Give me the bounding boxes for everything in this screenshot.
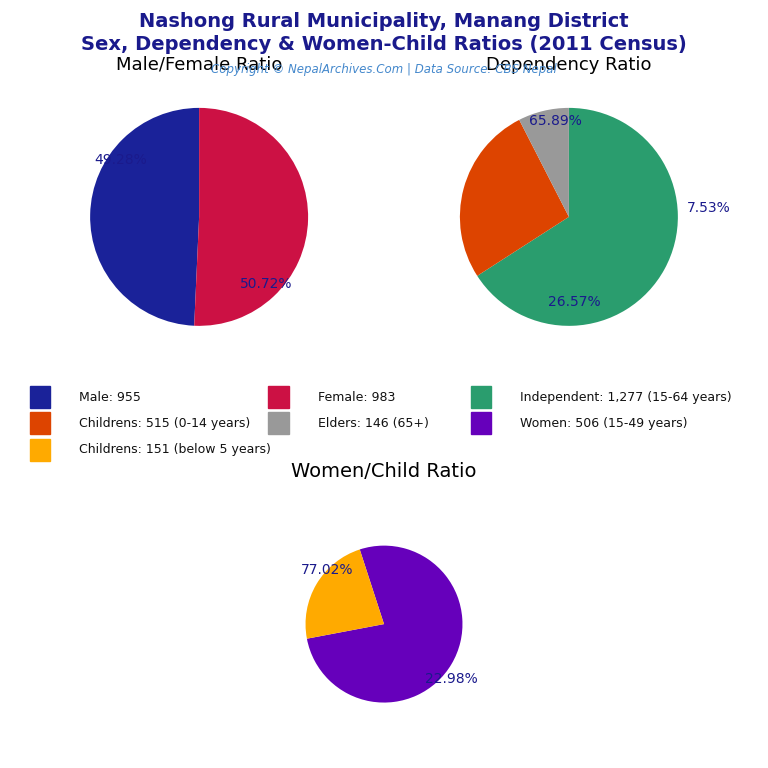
FancyBboxPatch shape bbox=[471, 412, 491, 435]
Wedge shape bbox=[477, 108, 678, 326]
Text: Sex, Dependency & Women-Child Ratios (2011 Census): Sex, Dependency & Women-Child Ratios (20… bbox=[81, 35, 687, 54]
Wedge shape bbox=[519, 108, 569, 217]
Text: 77.02%: 77.02% bbox=[301, 563, 353, 577]
Text: Copyright © NepalArchives.Com | Data Source: CBS Nepal: Copyright © NepalArchives.Com | Data Sou… bbox=[211, 63, 557, 76]
Text: 26.57%: 26.57% bbox=[548, 295, 601, 309]
FancyBboxPatch shape bbox=[30, 386, 51, 408]
Wedge shape bbox=[306, 549, 384, 639]
Title: Male/Female Ratio: Male/Female Ratio bbox=[116, 55, 283, 74]
Text: Childrens: 151 (below 5 years): Childrens: 151 (below 5 years) bbox=[79, 443, 271, 456]
Title: Women/Child Ratio: Women/Child Ratio bbox=[291, 462, 477, 481]
FancyBboxPatch shape bbox=[471, 386, 491, 408]
FancyBboxPatch shape bbox=[30, 439, 51, 461]
FancyBboxPatch shape bbox=[30, 412, 51, 435]
Wedge shape bbox=[90, 108, 199, 326]
FancyBboxPatch shape bbox=[269, 412, 289, 435]
Text: Nashong Rural Municipality, Manang District: Nashong Rural Municipality, Manang Distr… bbox=[139, 12, 629, 31]
Title: Dependency Ratio: Dependency Ratio bbox=[486, 55, 651, 74]
Text: Male: 955: Male: 955 bbox=[79, 391, 141, 404]
Wedge shape bbox=[460, 120, 569, 276]
FancyBboxPatch shape bbox=[269, 386, 289, 408]
Text: 22.98%: 22.98% bbox=[425, 671, 478, 686]
Text: 49.28%: 49.28% bbox=[94, 153, 147, 167]
Text: 50.72%: 50.72% bbox=[240, 277, 293, 291]
Text: Female: 983: Female: 983 bbox=[318, 391, 395, 404]
Wedge shape bbox=[307, 545, 462, 703]
Wedge shape bbox=[194, 108, 308, 326]
Text: 65.89%: 65.89% bbox=[529, 114, 582, 128]
Text: Women: 506 (15-49 years): Women: 506 (15-49 years) bbox=[520, 417, 687, 430]
Text: 7.53%: 7.53% bbox=[687, 201, 730, 215]
Text: Elders: 146 (65+): Elders: 146 (65+) bbox=[318, 417, 429, 430]
Text: Independent: 1,277 (15-64 years): Independent: 1,277 (15-64 years) bbox=[520, 391, 731, 404]
Text: Childrens: 515 (0-14 years): Childrens: 515 (0-14 years) bbox=[79, 417, 250, 430]
